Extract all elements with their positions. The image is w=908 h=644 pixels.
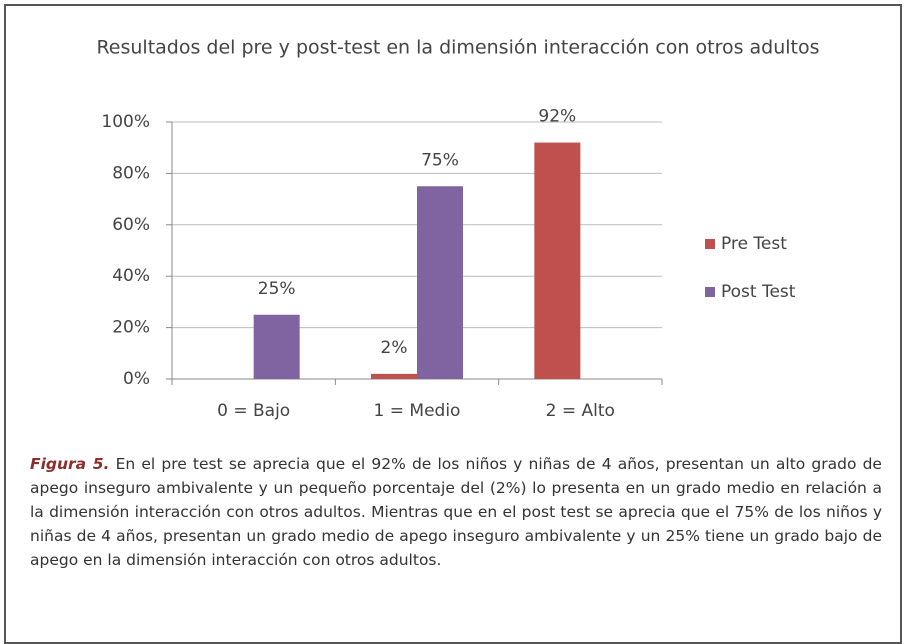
bar <box>371 373 417 379</box>
caption-text: En el pre test se aprecia que el 92% de … <box>30 455 882 569</box>
legend-swatch <box>705 287 715 297</box>
data-label: 92% <box>538 107 576 127</box>
data-label: 2% <box>381 338 408 358</box>
legend-label: Post Test <box>721 282 796 302</box>
legend-swatch <box>705 239 715 249</box>
data-label: 25% <box>258 279 296 299</box>
bar <box>253 314 300 379</box>
chart: Resultados del pre y post-test en la dim… <box>96 37 819 422</box>
caption: Figura 5. En el pre test se aprecia que … <box>30 452 882 572</box>
y-tick-label: 100% <box>101 112 150 132</box>
x-tick-label: 0 = Bajo <box>217 401 290 421</box>
caption-label: Figura 5. <box>30 455 110 473</box>
y-tick-label: 0% <box>123 369 150 389</box>
y-tick-label: 60% <box>112 215 150 235</box>
legend-label: Pre Test <box>721 234 787 254</box>
bar <box>417 186 463 379</box>
data-label: 75% <box>421 150 459 170</box>
x-tick-label: 2 = Alto <box>546 401 615 421</box>
bar <box>534 142 581 379</box>
x-tick-label: 1 = Medio <box>374 401 461 421</box>
y-tick-label: 20% <box>112 318 150 338</box>
chart-title: Resultados del pre y post-test en la dim… <box>96 37 819 59</box>
y-tick-label: 80% <box>112 163 150 183</box>
y-tick-label: 40% <box>112 266 150 286</box>
